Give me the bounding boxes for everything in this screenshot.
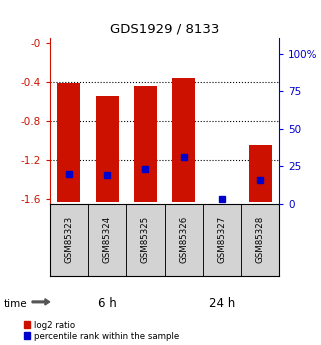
Bar xyxy=(172,78,195,201)
Bar xyxy=(126,204,164,276)
Bar xyxy=(164,204,203,276)
Legend: log2 ratio, percentile rank within the sample: log2 ratio, percentile rank within the s… xyxy=(23,321,179,341)
Bar xyxy=(88,204,126,276)
Text: 6 h: 6 h xyxy=(98,297,117,310)
Text: GSM85327: GSM85327 xyxy=(217,216,226,263)
Text: GSM85323: GSM85323 xyxy=(65,216,74,263)
Text: 24 h: 24 h xyxy=(209,297,235,310)
Bar xyxy=(241,204,279,276)
Bar xyxy=(57,83,80,201)
Bar xyxy=(50,204,88,276)
Bar xyxy=(134,86,157,201)
Bar xyxy=(203,204,241,276)
Bar xyxy=(249,145,272,201)
Bar xyxy=(96,96,119,201)
Text: time: time xyxy=(3,299,27,308)
Text: GSM85328: GSM85328 xyxy=(256,216,265,263)
Text: GSM85324: GSM85324 xyxy=(103,216,112,263)
Text: GSM85325: GSM85325 xyxy=(141,216,150,263)
Text: GSM85326: GSM85326 xyxy=(179,216,188,263)
Title: GDS1929 / 8133: GDS1929 / 8133 xyxy=(110,22,219,36)
